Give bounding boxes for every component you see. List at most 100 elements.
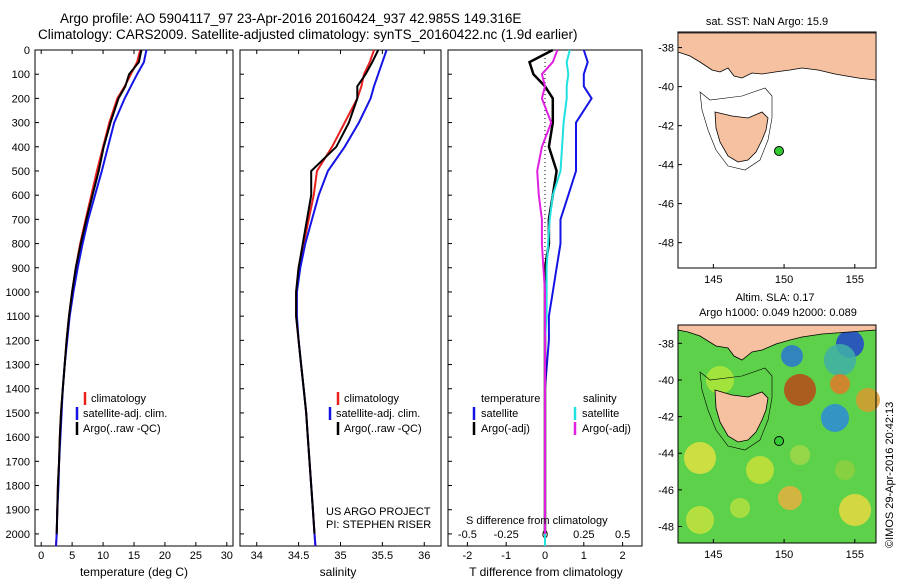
sla-anomaly-blob — [824, 344, 856, 376]
legend-climatology-label: climatology — [91, 393, 147, 405]
x-tick-label: 0 — [38, 550, 44, 562]
x-tick-label: 15 — [128, 550, 140, 562]
s-tick-label: -0.25 — [494, 529, 519, 541]
depth-tick-label: 800 — [12, 239, 30, 251]
map-lat-tick-label: -44 — [658, 448, 674, 460]
legend-t-argo-label: Argo(-adj) — [481, 423, 530, 435]
map-lon-tick-label: 145 — [704, 274, 722, 286]
depth-tick-label: 1800 — [6, 481, 30, 493]
legend-temperature-title: temperature — [481, 393, 540, 405]
depth-tick-label: 1100 — [6, 311, 30, 323]
depth-tick-label: 1700 — [6, 456, 30, 468]
map-bottom-frame — [677, 324, 877, 544]
sla-anomaly-blob — [684, 442, 716, 474]
x-tick-label: 2 — [620, 550, 626, 562]
legend-argo-label: Argo(..raw -QC) — [344, 423, 422, 435]
x-tick-label: 35 — [334, 550, 346, 562]
s-difference-label: S difference from climatology — [466, 515, 608, 527]
depth-tick-label: 700 — [12, 214, 30, 226]
depth-tick-label: 300 — [12, 118, 30, 130]
legend-satellite-label: satellite-adj. clim. — [336, 408, 420, 420]
sla-anomaly-blob — [746, 456, 774, 484]
sla-anomaly-blob — [790, 445, 810, 465]
temperature-xlabel: temperature (deg C) — [80, 565, 188, 579]
salinity-panel-frame — [239, 49, 442, 547]
legend-satellite-label: satellite-adj. clim. — [83, 408, 167, 420]
map-bottom-station-marker — [774, 436, 784, 446]
legend-s-satellite-label: satellite — [582, 408, 619, 420]
x-tick-label: 30 — [221, 550, 233, 562]
depth-tick-label: 1200 — [6, 335, 30, 347]
map-top-title: sat. SST: NaN Argo: 15.9 — [706, 16, 828, 28]
depth-tick-label: 2000 — [6, 529, 30, 541]
depth-tick-label: 600 — [12, 190, 30, 202]
depth-tick-label: 1600 — [6, 432, 30, 444]
sla-anomaly-blob — [730, 498, 750, 518]
map-bottom-axes: -38 -40 -42 -44 -46 -48 145 150 155 — [658, 338, 864, 561]
map-lat-tick-label: -38 — [658, 338, 674, 350]
map-bottom-contour — [699, 367, 773, 451]
temperature-profiles: 0 5 10 15 20 25 30 — [38, 49, 233, 562]
map-lat-tick-label: -42 — [658, 121, 674, 133]
sla-field — [678, 325, 880, 543]
salinity-legend: climatology satellite-adj. clim. Argo(..… — [326, 392, 431, 531]
sla-anomaly-blob — [839, 494, 871, 526]
map-bottom-title-1: Altim. SLA: 0.17 — [736, 292, 815, 304]
depth-tick-label: 900 — [12, 263, 30, 275]
sla-anomaly-blob — [781, 345, 803, 367]
depth-tick-label: 200 — [12, 93, 30, 105]
depth-axis: 0 100 200 300 400 500 600 700 800 900 1000 1100 1200… — [6, 45, 452, 541]
map-lon-tick-label: 150 — [775, 549, 793, 561]
map-lat-tick-label: -38 — [658, 43, 674, 55]
map-bottom-title-2: Argo h1000: 0.049 h2000: 0.089 — [699, 307, 857, 319]
depth-tick-label: 500 — [12, 166, 30, 178]
map-lat-tick-label: -48 — [658, 238, 674, 250]
map-lat-tick-label: -46 — [658, 485, 674, 497]
depth-tick-label: 1000 — [6, 287, 30, 299]
legend-salinity-title: salinity — [583, 393, 617, 405]
x-tick-label: 20 — [159, 550, 171, 562]
salinity-profiles: 34 34.5 35 35.5 36 — [251, 49, 430, 562]
map-bottom-tasmania — [714, 389, 769, 443]
x-tick-label: 35.5 — [372, 550, 393, 562]
map-lon-tick-label: 155 — [846, 274, 864, 286]
map-top-tasmania — [714, 111, 769, 163]
map-lat-tick-label: -40 — [658, 375, 674, 387]
map-top-mainland — [677, 32, 877, 81]
depth-tick-label: 1900 — [6, 505, 30, 517]
depth-tick-label: 1300 — [6, 360, 30, 372]
map-lat-tick-label: -44 — [658, 160, 674, 172]
x-tick-label: -1 — [501, 550, 511, 562]
map-lon-tick-label: 155 — [846, 549, 864, 561]
s-tick-label: 0.5 — [615, 529, 630, 541]
salinity-xlabel: salinity — [320, 565, 357, 579]
temperature-panel-frame — [34, 49, 234, 547]
difference-profiles: -2 -1 0 1 2-0.5 -0.25 0 0.25 0.5 — [458, 48, 630, 562]
difference-xlabel: T difference from climatology — [469, 565, 623, 579]
sla-anomaly-blob — [821, 404, 849, 432]
sla-anomaly-blob — [778, 486, 802, 510]
legend-climatology-label: climatology — [344, 393, 400, 405]
difference-legend: temperature salinity satellite Argo(-adj… — [466, 393, 631, 527]
legend-s-argo-label: Argo(-adj) — [582, 423, 631, 435]
depth-tick-label: 1500 — [6, 408, 30, 420]
series-line-argo-raw-qc- — [55, 49, 143, 534]
x-tick-label: 1 — [581, 550, 587, 562]
x-tick-label: 0 — [542, 550, 548, 562]
legend-argo-label: Argo(..raw -QC) — [83, 423, 161, 435]
map-lat-tick-label: -48 — [658, 522, 674, 534]
map-lat-tick-label: -46 — [658, 199, 674, 211]
depth-tick-label: 0 — [24, 45, 30, 57]
map-top-station-marker — [774, 146, 784, 156]
x-tick-label: 25 — [190, 550, 202, 562]
x-tick-label: 10 — [97, 550, 109, 562]
header-line-1: Argo profile: AO 5904117_97 23-Apr-2016 … — [60, 11, 522, 26]
sla-anomaly-blob — [686, 506, 714, 534]
x-tick-label: 5 — [69, 550, 75, 562]
depth-tick-label: 1400 — [6, 384, 30, 396]
sla-anomaly-blob — [706, 366, 734, 394]
series-line-salinity-argo-adj- — [536, 49, 559, 534]
series-line-argo-raw-qc- — [295, 49, 380, 534]
temperature-legend: climatology satellite-adj. clim. Argo(..… — [75, 392, 167, 435]
